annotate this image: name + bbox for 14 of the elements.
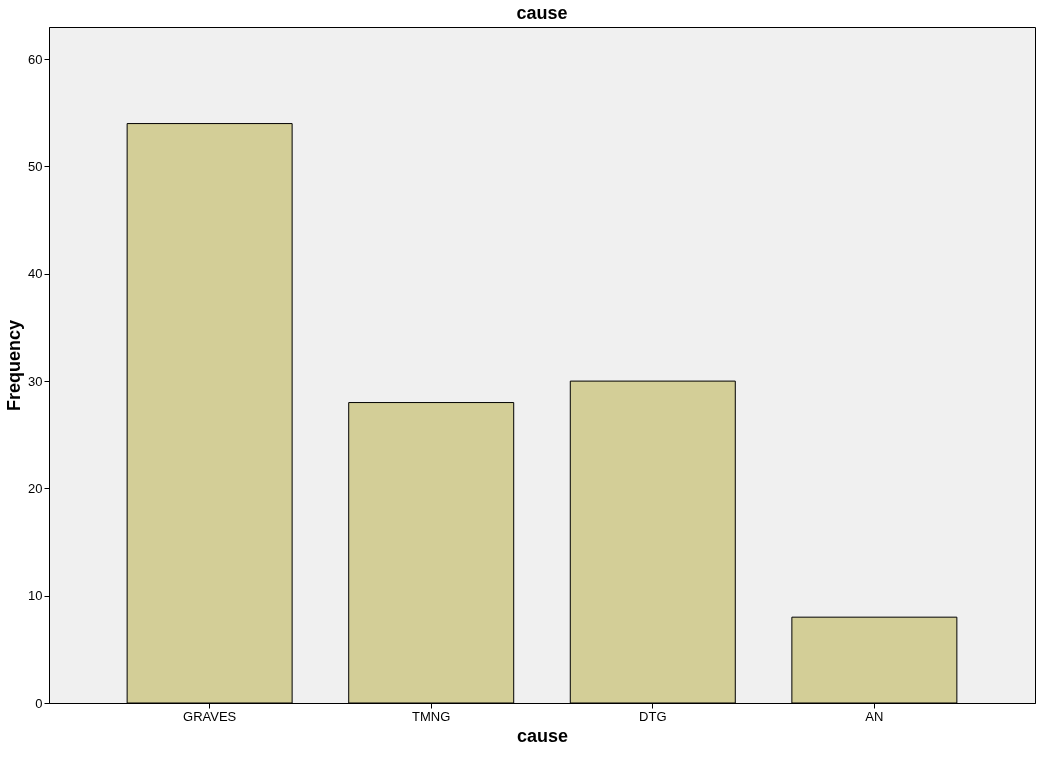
x-tick-label: AN [865, 708, 884, 724]
x-tick-label: GRAVES [183, 708, 237, 724]
y-tick-label: 10 [28, 588, 43, 604]
x-tick-label: TMNG [412, 708, 451, 724]
y-tick-label: 0 [35, 695, 43, 711]
x-axis-title: cause [516, 725, 569, 746]
y-tick-label: 20 [28, 480, 43, 496]
y-tick-label: 60 [28, 51, 43, 67]
x-tick-label: DTG [639, 708, 667, 724]
y-tick-label: 50 [28, 158, 43, 174]
y-axis-title: Frequency [4, 319, 25, 412]
y-tick-label: 40 [28, 266, 43, 282]
y-tick-label: 30 [28, 373, 43, 389]
chart-title: cause [516, 3, 568, 23]
